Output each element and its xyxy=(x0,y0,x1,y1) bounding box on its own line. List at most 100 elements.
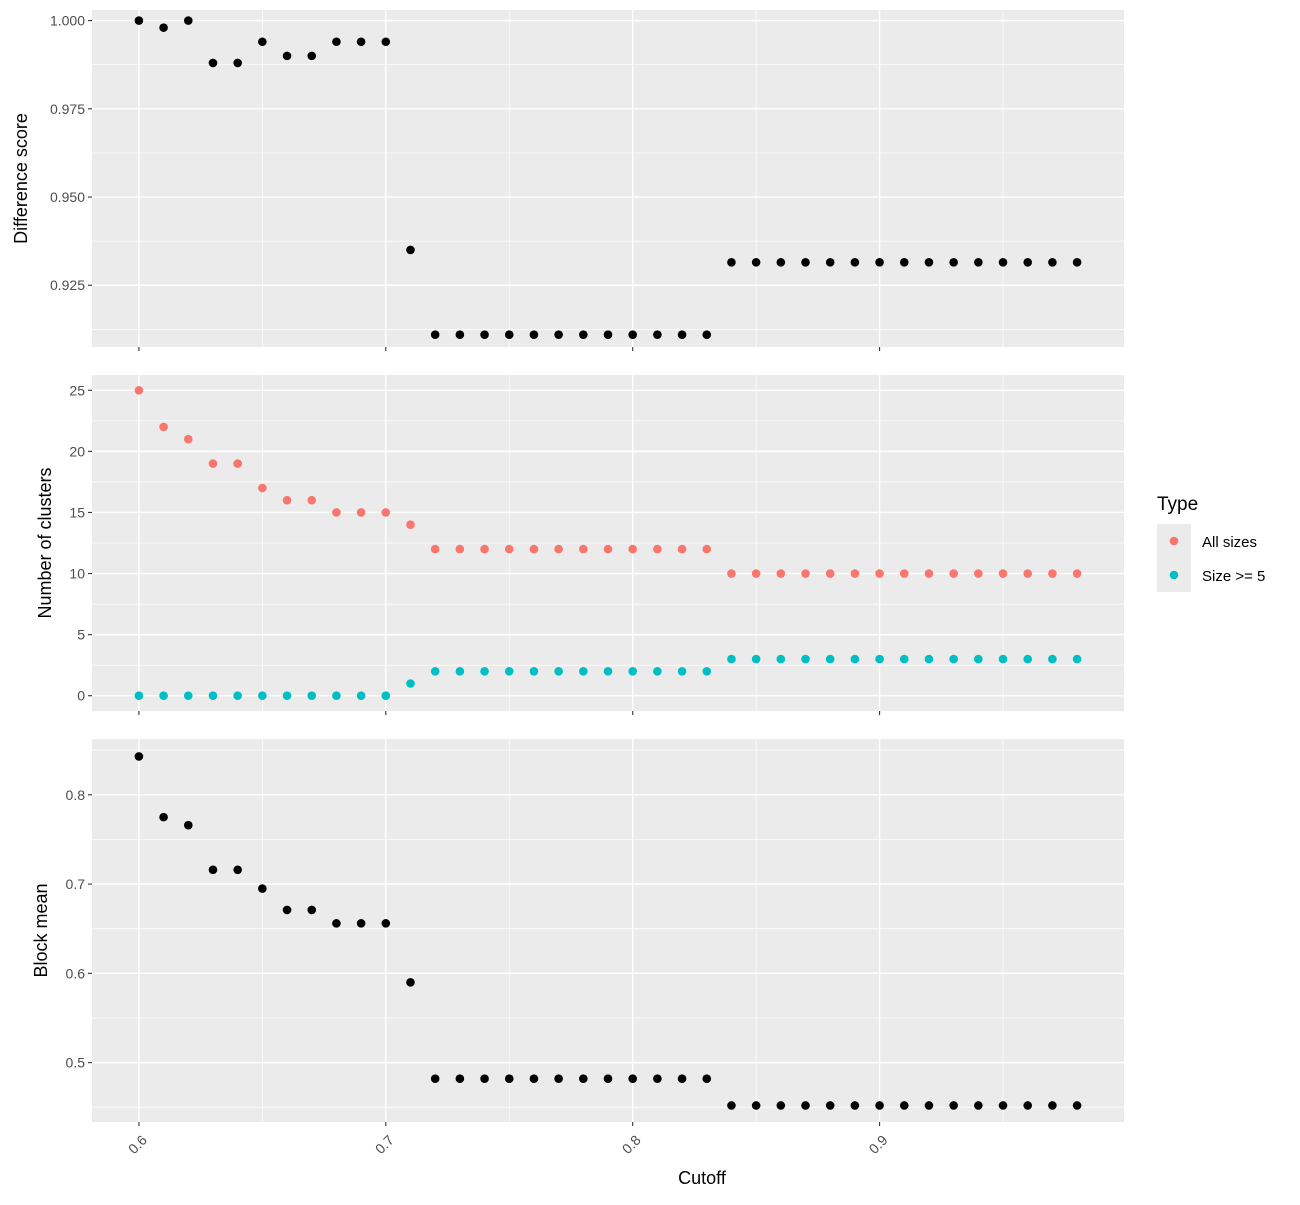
data-point xyxy=(183,434,193,444)
data-point xyxy=(924,569,934,578)
data-point xyxy=(504,544,514,554)
data-point xyxy=(1048,654,1057,664)
data-point xyxy=(974,1101,983,1110)
data-point xyxy=(208,691,218,701)
panel-1: 0.925 0.950 0.975 1.000 Difference score xyxy=(11,10,1124,351)
data-point xyxy=(727,654,736,664)
data-point xyxy=(258,691,267,701)
data-point xyxy=(356,691,366,701)
data-point xyxy=(554,544,563,554)
data-point xyxy=(455,544,465,554)
data-point xyxy=(751,569,761,578)
data-point xyxy=(455,1074,465,1084)
data-point xyxy=(504,666,514,676)
data-point xyxy=(1023,654,1033,664)
data-point xyxy=(406,679,415,688)
data-point xyxy=(1048,1101,1057,1110)
data-point xyxy=(233,691,242,701)
data-point xyxy=(183,691,193,701)
data-point xyxy=(258,37,267,47)
data-point xyxy=(1023,1101,1033,1110)
data-point xyxy=(282,905,292,915)
data-point xyxy=(233,58,242,68)
data-point xyxy=(1023,569,1033,578)
data-point xyxy=(677,1074,687,1084)
series-1 xyxy=(134,752,1082,1110)
data-point xyxy=(653,544,662,554)
data-point xyxy=(134,385,144,395)
y-tick-label: 1.000 xyxy=(50,13,85,29)
data-point xyxy=(480,330,489,339)
data-point xyxy=(282,495,292,505)
data-point xyxy=(356,919,366,928)
data-point xyxy=(875,569,884,578)
data-point xyxy=(233,459,242,468)
panel-background xyxy=(92,739,1124,1122)
data-point xyxy=(998,258,1008,267)
data-point xyxy=(307,691,317,701)
data-point xyxy=(899,1101,909,1110)
data-point xyxy=(529,666,539,676)
x-tick-label: 0.9 xyxy=(866,1132,891,1157)
data-point xyxy=(332,37,341,47)
data-point xyxy=(825,569,835,578)
data-point xyxy=(159,23,168,32)
data-point xyxy=(430,544,440,554)
data-point xyxy=(381,691,391,701)
y-tick-label: 0.8 xyxy=(66,787,86,803)
legend-label: All sizes xyxy=(1202,534,1257,551)
x-tick-label: 0.6 xyxy=(125,1132,150,1157)
data-point xyxy=(529,544,539,554)
data-point xyxy=(307,51,317,61)
data-point xyxy=(554,1074,563,1084)
data-point xyxy=(208,865,218,875)
data-point xyxy=(677,544,687,554)
data-point xyxy=(430,330,440,339)
data-point xyxy=(480,544,489,554)
y-tick-label: 0.925 xyxy=(50,277,85,293)
data-point xyxy=(628,1074,637,1084)
data-point xyxy=(356,37,366,47)
data-point xyxy=(850,654,860,664)
data-point xyxy=(233,865,242,875)
y-tick-label: 10 xyxy=(69,566,85,582)
data-point xyxy=(430,1074,440,1084)
data-point xyxy=(332,508,341,517)
data-point xyxy=(603,666,613,676)
data-point xyxy=(801,654,810,664)
data-point xyxy=(628,544,637,554)
y-tick-label: 15 xyxy=(69,504,85,520)
data-point xyxy=(949,1101,958,1110)
panel-background xyxy=(92,10,1124,347)
data-point xyxy=(1072,258,1082,267)
series-all-sizes xyxy=(134,385,1082,578)
y-tick-label: 0.7 xyxy=(66,876,86,892)
legend-label: Size >= 5 xyxy=(1202,568,1265,585)
data-point xyxy=(825,1101,835,1110)
data-point xyxy=(381,508,391,517)
data-point xyxy=(924,1101,934,1110)
panel-3: 0.5 0.6 0.7 0.8 0.6 0.7 0.8 0.9 Block mean Cutoff xyxy=(31,739,1124,1188)
data-point xyxy=(603,1074,613,1084)
legend-marker xyxy=(1169,536,1179,546)
data-point xyxy=(183,820,193,830)
data-point xyxy=(998,654,1008,664)
data-point xyxy=(1048,258,1057,267)
legend-title: Type xyxy=(1157,494,1198,515)
data-point xyxy=(504,330,514,339)
data-point xyxy=(554,330,563,339)
data-point xyxy=(134,752,144,761)
data-point xyxy=(875,1101,884,1110)
data-point xyxy=(751,258,761,267)
data-point xyxy=(801,1101,810,1110)
data-point xyxy=(208,58,218,68)
data-point xyxy=(455,330,465,339)
data-point xyxy=(381,37,391,47)
y-tick-label: 0.5 xyxy=(66,1055,86,1071)
data-point xyxy=(529,330,539,339)
data-point xyxy=(258,483,267,493)
data-point xyxy=(603,330,613,339)
data-point xyxy=(159,691,168,701)
